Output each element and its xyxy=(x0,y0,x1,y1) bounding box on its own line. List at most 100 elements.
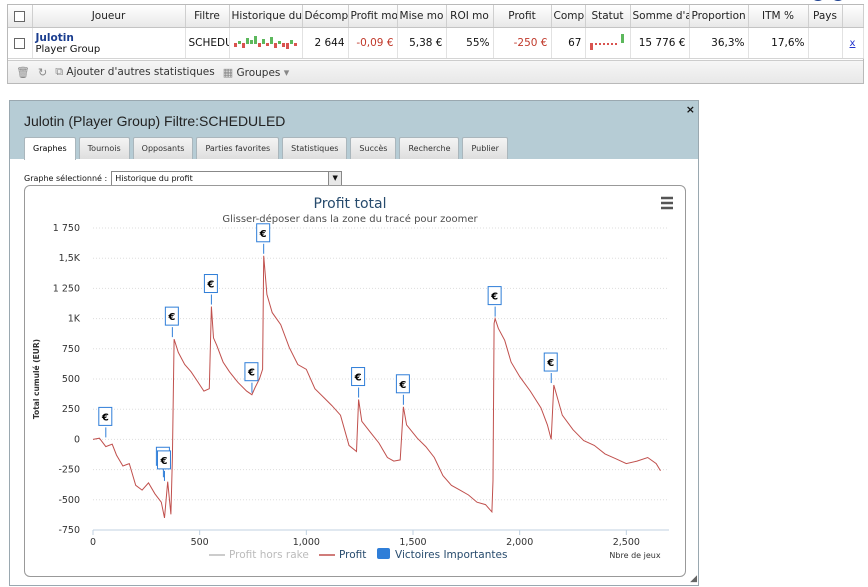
graph-select-label: Graphe sélectionné : xyxy=(24,174,108,183)
corner-decoration-icon xyxy=(814,0,842,1)
y-tick-label: 1,5K xyxy=(59,253,81,264)
select-all-checkbox[interactable] xyxy=(14,10,26,22)
col-header-country[interactable]: Pays xyxy=(808,5,843,28)
count-cell: 2 644 xyxy=(302,27,349,59)
y-tick-label: 750 xyxy=(62,344,80,355)
x-axis-label: Nbre de jeux xyxy=(609,551,660,560)
col-header-proportion[interactable]: Proportion xyxy=(689,5,749,28)
add-stats-button[interactable]: ⧉ Ajouter d'autres statistiques xyxy=(55,65,215,79)
tab-statistics[interactable]: Statistiques xyxy=(282,137,348,159)
marker-label: € xyxy=(259,229,267,240)
graph-select-row: Graphe sélectionné : Historique du profi… xyxy=(24,171,343,186)
status-cell xyxy=(585,27,631,59)
chart-subtitle: Glisser-déposer dans la zone du tracé po… xyxy=(222,213,478,225)
tab-search[interactable]: Recherche xyxy=(399,137,460,159)
profit-chart-container[interactable]: Profit total Glisser-déposer dans la zone… xyxy=(24,185,686,577)
player-detail-panel: Julotin (Player Group) Filtre:SCHEDULED … xyxy=(9,100,699,586)
col-header-comp[interactable]: Comp xyxy=(551,5,586,28)
header-row: Joueur Filtre Historique du Décomp Profi… xyxy=(8,5,864,28)
remove-row-link[interactable]: x xyxy=(849,38,856,49)
col-header-avg-profit[interactable]: Profit mo xyxy=(348,5,398,28)
tab-opponents[interactable]: Opposants xyxy=(132,137,194,159)
panel-header: Julotin (Player Group) Filtre:SCHEDULED … xyxy=(10,101,698,160)
legend-label-profit-hors-rake[interactable]: Profit hors rake xyxy=(229,549,309,561)
groups-button[interactable]: ▦ Groupes ▾ xyxy=(223,66,290,79)
col-header-actions xyxy=(842,5,864,28)
marker-label: € xyxy=(101,412,109,423)
profit-series-line xyxy=(92,255,661,518)
menu-icon[interactable] xyxy=(661,196,673,210)
y-tick-label: 250 xyxy=(62,404,80,415)
grid-toolbar: 🗑 ↻ ⧉ Ajouter d'autres statistiques ▦ Gr… xyxy=(8,60,863,83)
y-tick-label: -250 xyxy=(58,465,80,476)
player-name-link[interactable]: Julotin xyxy=(35,31,74,44)
tab-favorite-games[interactable]: Parties favorites xyxy=(196,137,280,159)
avg-stake-cell: 5,38 € xyxy=(397,27,447,59)
tab-publish[interactable]: Publier xyxy=(462,137,508,159)
x-tick-label: 2,000 xyxy=(506,537,533,548)
marker-label: € xyxy=(398,380,406,391)
victory-marker-flag[interactable] xyxy=(487,286,502,306)
player-stats-grid: Joueur Filtre Historique du Décomp Profi… xyxy=(7,4,864,84)
y-tick-label: 500 xyxy=(62,374,80,385)
graph-select[interactable]: Historique du profit ▼ xyxy=(111,171,343,186)
select-all-header[interactable] xyxy=(8,5,33,28)
victory-marker-flag[interactable] xyxy=(203,274,218,294)
y-tick-label: 1 750 xyxy=(53,223,80,234)
col-header-history[interactable]: Historique du xyxy=(229,5,303,28)
copy-icon: ⧉ xyxy=(55,65,64,78)
col-header-itm[interactable]: ITM % xyxy=(748,5,809,28)
tab-tournaments[interactable]: Tournois xyxy=(78,137,130,159)
country-cell xyxy=(808,27,843,59)
close-icon[interactable]: × xyxy=(685,103,695,116)
legend-label-profit[interactable]: Profit xyxy=(339,549,366,561)
tab-achievements[interactable]: Succès xyxy=(350,137,397,159)
victory-marker-flag[interactable] xyxy=(156,450,171,470)
graph-select-value: Historique du profit xyxy=(115,174,193,183)
y-tick-label: 1 250 xyxy=(53,283,80,294)
player-cell: Julotin Player Group xyxy=(32,27,186,59)
resize-grip-icon[interactable]: ◢ xyxy=(690,574,697,584)
tab-graphs[interactable]: Graphes xyxy=(24,137,76,160)
chevron-down-icon: ▾ xyxy=(283,65,290,79)
legend-swatch-victoires[interactable] xyxy=(377,548,390,559)
col-header-avg-stake[interactable]: Mise mo xyxy=(397,5,447,28)
row-checkbox[interactable] xyxy=(14,37,26,49)
roi-cell: 55% xyxy=(446,27,494,59)
victory-marker-flag[interactable] xyxy=(244,362,259,382)
marker-label: € xyxy=(167,312,175,323)
victory-marker-flag[interactable] xyxy=(543,352,558,372)
y-tick-label: 1K xyxy=(68,314,81,325)
x-tick-label: 2,500 xyxy=(613,537,640,548)
x-tick-label: 1,000 xyxy=(293,537,320,548)
victory-marker-flag[interactable] xyxy=(256,223,271,243)
stats-table: Joueur Filtre Historique du Décomp Profi… xyxy=(8,5,864,59)
table-row[interactable]: Julotin Player Group SCHEDU xyxy=(8,27,864,59)
col-header-sum[interactable]: Somme d'a xyxy=(630,5,690,28)
player-group-label: Player Group xyxy=(35,43,101,55)
col-header-roi[interactable]: ROI mo xyxy=(446,5,494,28)
victory-marker-flag[interactable] xyxy=(351,367,366,387)
col-header-filter[interactable]: Filtre xyxy=(185,5,230,28)
col-header-status[interactable]: Statut xyxy=(585,5,631,28)
victory-marker-flag[interactable] xyxy=(395,374,410,394)
legend-label-victoires[interactable]: Victoires Importantes xyxy=(395,549,507,561)
panel-tabs: Graphes Tournois Opposants Parties favor… xyxy=(24,137,508,160)
victory-marker-flag[interactable] xyxy=(98,406,113,426)
row-select-cell[interactable] xyxy=(8,27,33,59)
profit-cell: -250 € xyxy=(493,27,552,59)
x-tick-label: 500 xyxy=(191,537,209,548)
remove-cell: x xyxy=(842,27,864,59)
col-header-profit[interactable]: Profit xyxy=(493,5,552,28)
refresh-icon[interactable]: ↻ xyxy=(37,65,48,79)
col-header-count[interactable]: Décomp xyxy=(302,5,349,28)
y-tick-label: 0 xyxy=(74,434,80,445)
chevron-down-icon[interactable]: ▼ xyxy=(328,172,342,185)
y-tick-label: -500 xyxy=(58,495,80,506)
x-tick-label: 1,500 xyxy=(399,537,426,548)
col-header-player[interactable]: Joueur xyxy=(32,5,186,28)
trash-icon[interactable]: 🗑 xyxy=(16,65,30,79)
victory-marker-flag[interactable] xyxy=(164,306,179,326)
history-sparkline xyxy=(233,35,297,49)
